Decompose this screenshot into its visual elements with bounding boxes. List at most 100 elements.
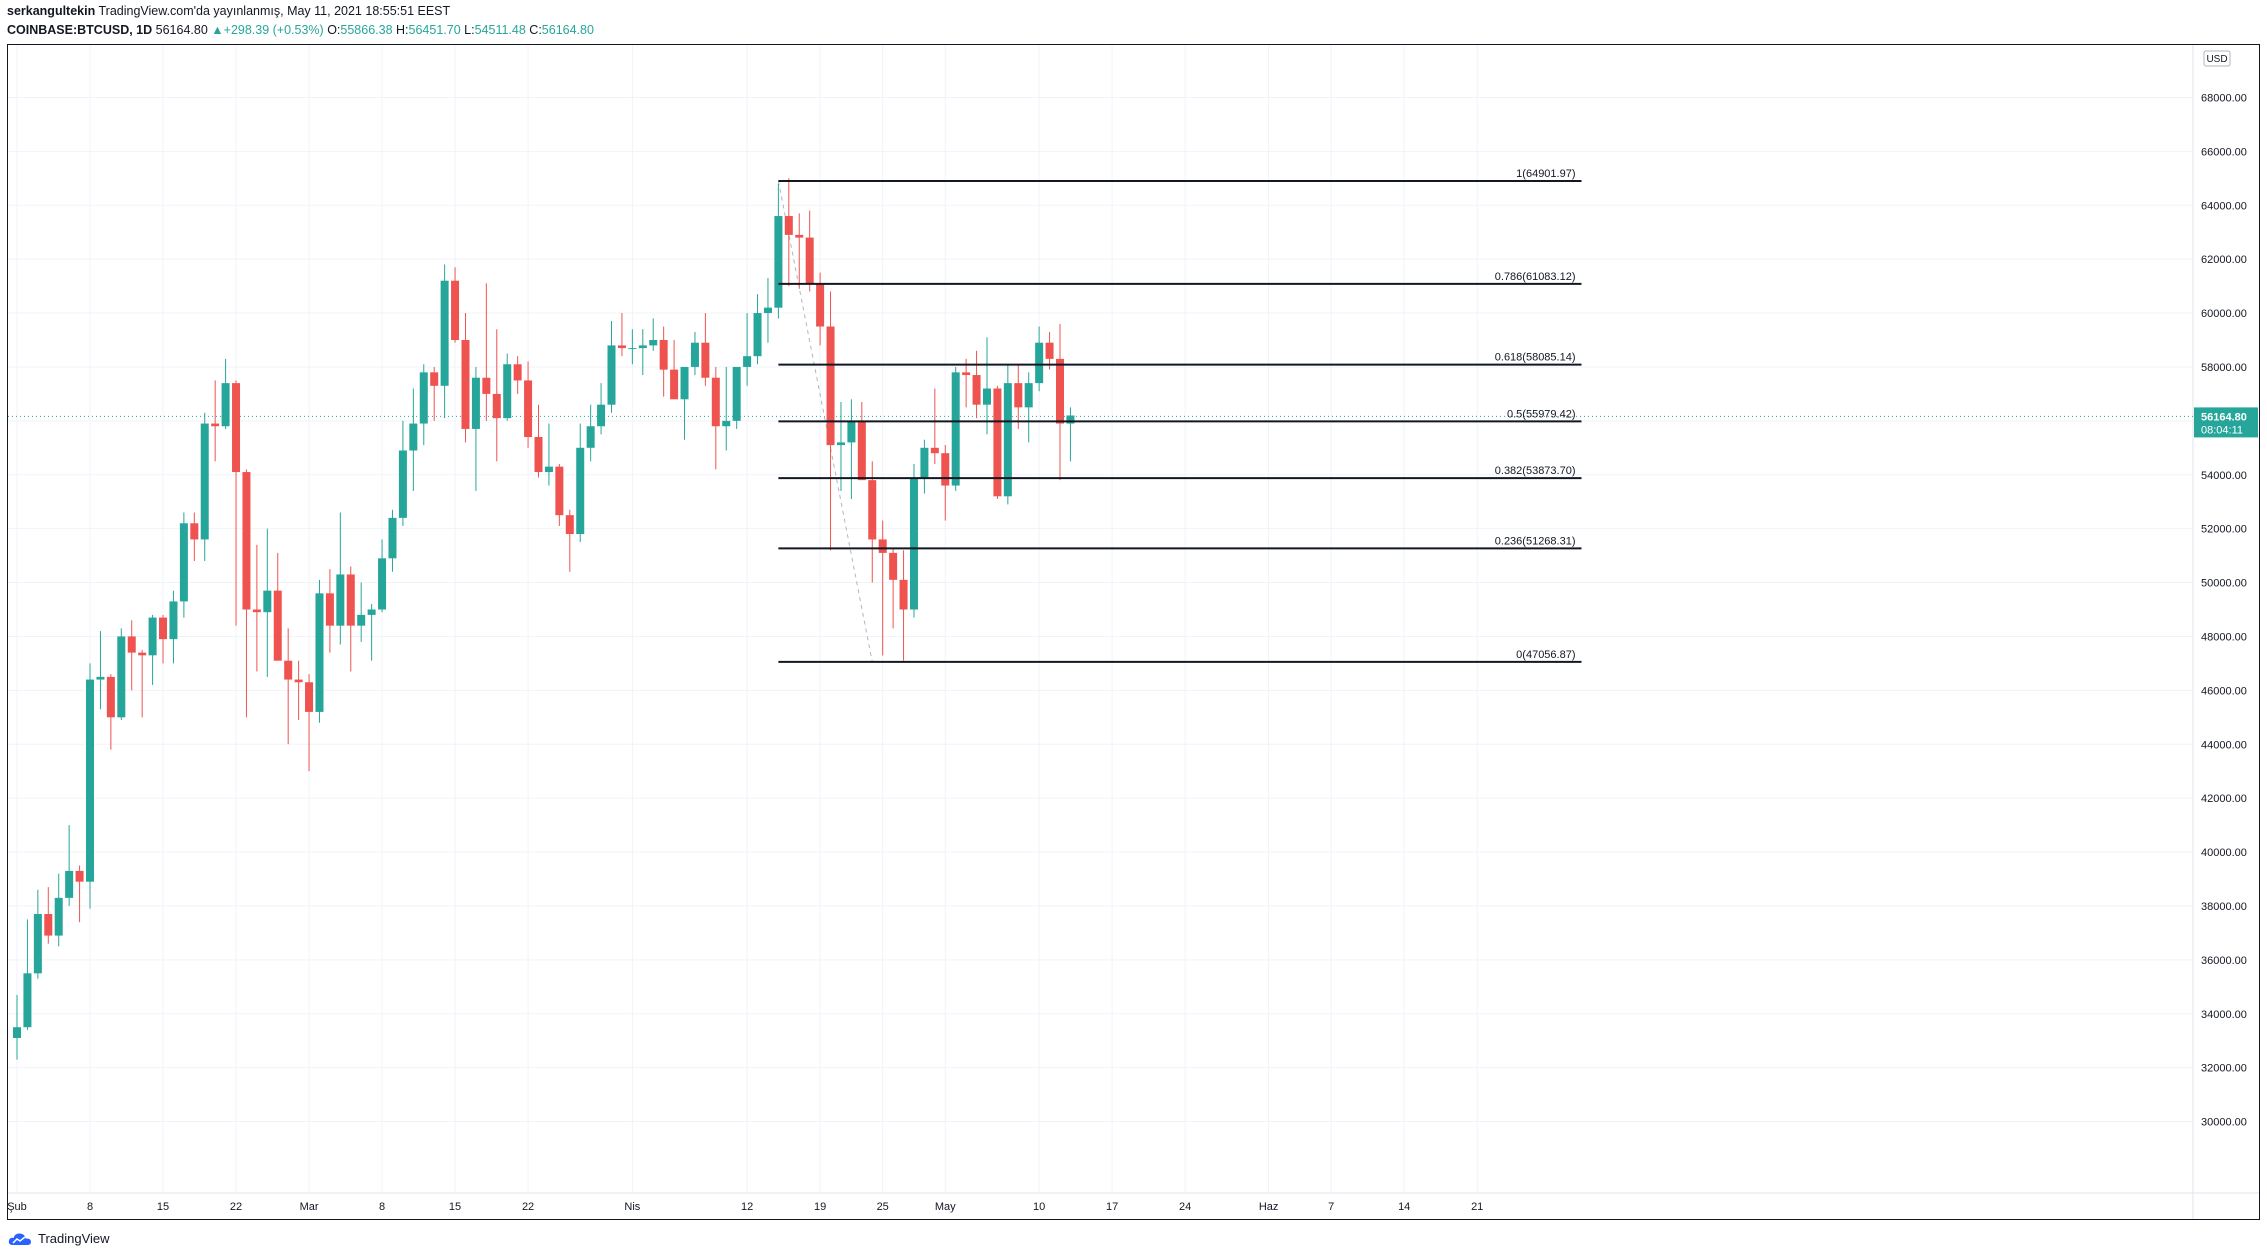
- high-value: 56451.70: [408, 23, 461, 37]
- price-axis-label: 38000.00: [2201, 901, 2247, 913]
- candle-up: [638, 345, 647, 349]
- symbol-label[interactable]: COINBASE:BTCUSD, 1D: [7, 23, 153, 37]
- candle-up: [471, 377, 480, 429]
- candle-down: [701, 342, 710, 378]
- last-price-label: 56164.80: [2201, 411, 2247, 423]
- footer-brand[interactable]: TradingView: [38, 1231, 110, 1246]
- fib-trend-line: [777, 180, 873, 662]
- candle-up: [1035, 342, 1044, 384]
- candle-up: [179, 523, 188, 602]
- price-axis-label: 32000.00: [2201, 1063, 2247, 1075]
- candle-down: [451, 280, 460, 340]
- fib-level-label: 0.236(51268.31): [1495, 535, 1576, 547]
- candle-up: [503, 364, 512, 419]
- price-axis-label: 52000.00: [2201, 524, 2247, 536]
- candle-down: [670, 369, 679, 400]
- candle-down: [284, 660, 293, 680]
- candle-up: [336, 574, 345, 626]
- candle-up: [117, 636, 126, 718]
- time-axis-label: Haz: [1259, 1201, 1279, 1213]
- published-text: TradingView.com'da yayınlanmış, May 11, …: [98, 4, 451, 18]
- chart-frame[interactable]: 1(64901.97) 0.786(61083.12) 0.618(58085.14…: [7, 44, 2260, 1220]
- candle-up: [221, 383, 230, 427]
- fib-level-label: 0.5(55979.42): [1507, 408, 1576, 420]
- candle-down: [242, 472, 251, 610]
- price-axis-label: 62000.00: [2201, 254, 2247, 266]
- fib-level-label: 0.382(53873.70): [1495, 465, 1576, 477]
- high-label: H:: [396, 23, 409, 37]
- time-axis-label: Nis: [624, 1201, 640, 1213]
- candle-up: [13, 1027, 21, 1039]
- candle-down: [565, 515, 574, 535]
- candle-up: [982, 388, 991, 405]
- price-axis-label: 64000.00: [2201, 200, 2247, 212]
- price-axis-label: 44000.00: [2201, 739, 2247, 751]
- tradingview-cloud-icon[interactable]: [8, 1232, 32, 1246]
- candle-up: [774, 216, 783, 308]
- candle-down: [106, 676, 115, 718]
- change-up-icon: ▲: [211, 23, 224, 37]
- candle-down: [346, 574, 355, 626]
- candle-down: [972, 375, 981, 405]
- candle-down: [211, 423, 220, 427]
- candle-down: [993, 388, 1002, 497]
- candle-up: [440, 280, 449, 386]
- price-axis-label: 36000.00: [2201, 955, 2247, 967]
- open-label: O:: [327, 23, 341, 37]
- candle-up: [847, 420, 856, 443]
- candle-down: [138, 652, 147, 656]
- price-axis-label: 42000.00: [2201, 793, 2247, 805]
- footer: TradingView: [8, 1231, 110, 1246]
- candle-up: [836, 442, 845, 446]
- time-axis-label: 15: [157, 1201, 169, 1213]
- candle-down: [1056, 358, 1064, 424]
- candle-up: [86, 679, 95, 882]
- candle-down: [305, 682, 314, 712]
- candle-up: [367, 609, 376, 615]
- time-axis-label: 15: [449, 1201, 461, 1213]
- candle-down: [889, 552, 898, 580]
- candle-up: [96, 676, 105, 680]
- candle-up: [732, 366, 741, 421]
- candle-up: [398, 450, 407, 518]
- time-axis-label: 10: [1033, 1201, 1045, 1213]
- candlestick-chart[interactable]: 1(64901.97) 0.786(61083.12) 0.618(58085.14…: [8, 45, 2259, 1219]
- candle-up: [148, 617, 157, 656]
- candle-down: [75, 870, 84, 882]
- price-axis-label: 68000.00: [2201, 92, 2247, 104]
- candle-down: [878, 539, 887, 553]
- time-axis-label: Mar: [300, 1201, 319, 1213]
- candle-down: [482, 377, 491, 394]
- last-value: 56164.80: [155, 23, 208, 37]
- candle-down: [555, 466, 564, 516]
- candle-up: [1066, 415, 1075, 424]
- candle-down: [492, 393, 501, 419]
- candle-down: [232, 383, 241, 473]
- publisher-name[interactable]: serkangultekin: [7, 4, 96, 18]
- candle-up: [419, 372, 428, 424]
- candle-down: [857, 420, 866, 481]
- low-value: 54511.48: [474, 23, 526, 37]
- time-axis-label: 7: [1328, 1201, 1334, 1213]
- candle-up: [763, 307, 772, 314]
- candle-down: [44, 914, 53, 936]
- candle-up: [1003, 383, 1012, 497]
- low-label: L:: [464, 23, 475, 37]
- time-axis-label: 24: [1179, 1201, 1191, 1213]
- candle-down: [430, 372, 439, 386]
- candle-down: [190, 523, 199, 540]
- candle-up: [597, 404, 606, 427]
- candle-up: [586, 426, 595, 448]
- candle-up: [263, 590, 272, 613]
- price-axis-label: 54000.00: [2201, 470, 2247, 482]
- candle-up: [33, 914, 42, 974]
- price-axis-label: 40000.00: [2201, 847, 2247, 859]
- candle-down: [1045, 342, 1054, 359]
- candle-up: [54, 897, 63, 936]
- fib-level-label: 0.618(58085.14): [1495, 352, 1576, 364]
- candle-up: [544, 466, 553, 473]
- candle-down: [816, 283, 825, 327]
- candle-up: [680, 366, 689, 400]
- candle-down: [534, 437, 543, 473]
- ohlc-legend: COINBASE:BTCUSD, 1D 56164.80 ▲+298.39 (+…: [7, 21, 594, 40]
